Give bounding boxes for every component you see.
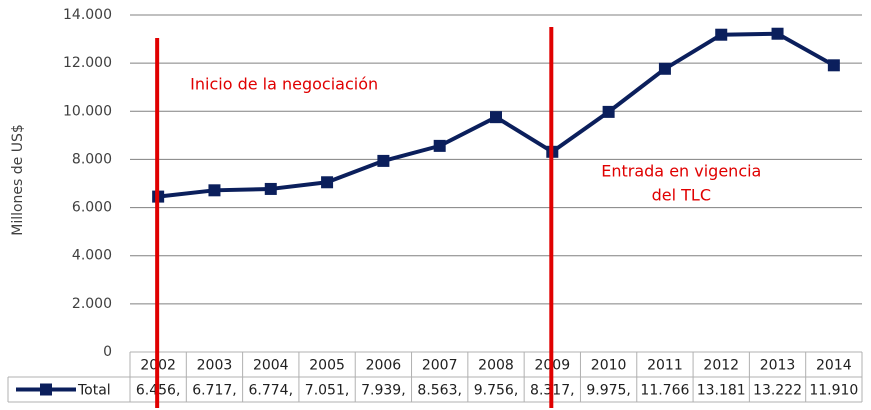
marker: [264, 182, 277, 195]
x-tick-label: 2014: [816, 358, 852, 374]
annotation: Entrada en vigencia: [601, 162, 761, 181]
marker: [715, 28, 728, 41]
data-label: 11.766: [640, 383, 689, 399]
x-tick-label: 2003: [197, 358, 233, 374]
marker: [658, 62, 671, 75]
y-tick-label: 6.000: [72, 200, 112, 216]
data-label: 13.222: [753, 383, 802, 399]
x-tick-label: 2005: [309, 358, 345, 374]
data-label: 6.717,: [192, 383, 237, 399]
x-tick-label: 2012: [703, 358, 739, 374]
x-tick-label: 2011: [647, 358, 683, 374]
marker: [771, 27, 784, 40]
marker: [433, 139, 446, 152]
y-tick-label: 2.000: [72, 296, 112, 312]
y-axis-label: Millones de US$: [10, 124, 26, 236]
annotation: del TLC: [652, 186, 711, 205]
marker: [208, 184, 221, 197]
marker: [377, 154, 390, 167]
data-label: 13.181: [697, 383, 746, 399]
legend-label: Total: [77, 383, 111, 399]
data-label: 9.975,: [586, 383, 631, 399]
data-label: 7.939,: [361, 383, 406, 399]
data-label: 9.756,: [474, 383, 519, 399]
marker: [602, 105, 615, 118]
x-tick-label: 2013: [760, 358, 796, 374]
x-tick-label: 2007: [422, 358, 458, 374]
y-tick-label: 12.000: [63, 55, 112, 71]
x-tick-label: 2006: [366, 358, 402, 374]
marker: [827, 59, 840, 72]
y-tick-label: 0: [103, 344, 112, 360]
legend-marker: [40, 383, 52, 396]
y-tick-label: 8.000: [72, 151, 112, 167]
marker: [321, 176, 334, 189]
data-label: 11.910: [809, 383, 858, 399]
y-tick-label: 10.000: [63, 103, 112, 119]
y-tick-label: 4.000: [72, 248, 112, 264]
y-tick-label: 14.000: [63, 7, 112, 23]
data-label: 8.563,: [417, 383, 462, 399]
annotation: Inicio de la negociación: [190, 75, 378, 94]
x-tick-label: 2008: [478, 358, 514, 374]
marker: [490, 111, 502, 124]
data-label: 6.774,: [249, 383, 294, 399]
x-tick-label: 2004: [253, 358, 289, 374]
x-tick-label: 2010: [591, 358, 627, 374]
data-label: 7.051,: [305, 383, 350, 399]
